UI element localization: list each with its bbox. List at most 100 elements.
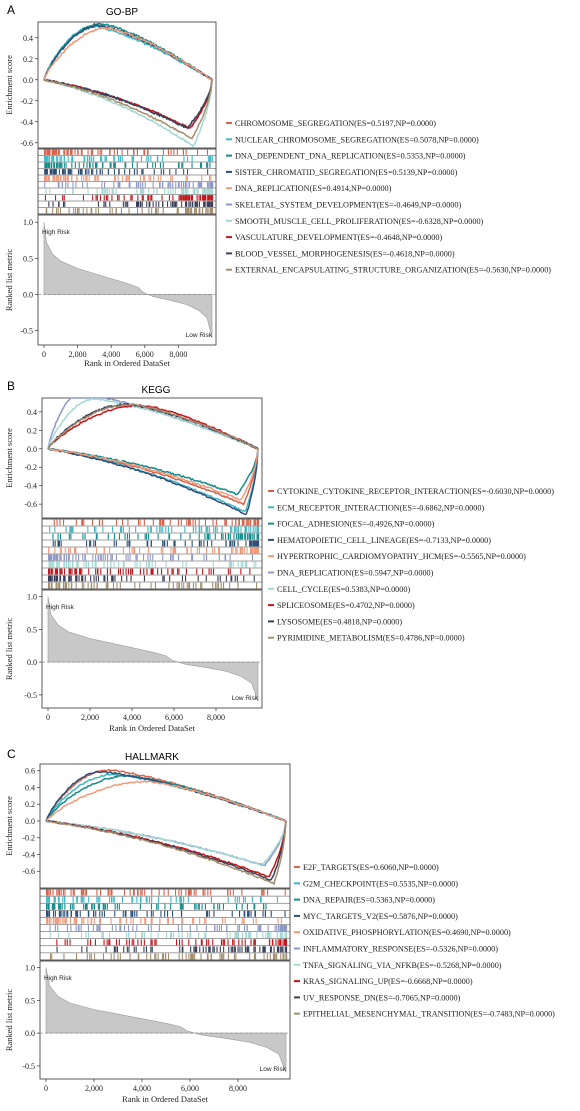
hit-mark: [195, 939, 197, 946]
hit-mark: [212, 939, 214, 946]
hit-mark: [113, 953, 115, 960]
hit-mark: [89, 162, 91, 168]
hit-mark: [172, 918, 174, 924]
hit-mark: [191, 540, 193, 547]
hit-mark: [99, 169, 101, 175]
hit-mark: [185, 953, 187, 960]
hit-mark: [111, 925, 113, 931]
hit-mark: [281, 932, 283, 939]
hit-mark: [50, 169, 52, 175]
hit-mark: [48, 149, 50, 155]
metric-area: [47, 596, 259, 702]
hit-mark: [157, 953, 159, 960]
hit-mark: [231, 575, 233, 582]
hit-mark: [168, 582, 170, 589]
hit-mark: [180, 903, 182, 910]
hit-mark: [281, 925, 283, 931]
hit-mark: [82, 533, 84, 540]
hit-mark: [64, 582, 66, 589]
hit-mark: [54, 575, 56, 582]
hit-mark: [83, 162, 85, 168]
hit-mark: [128, 939, 130, 946]
hit-mark: [105, 188, 107, 194]
hit-mark: [94, 175, 96, 181]
hit-mark: [124, 889, 126, 896]
hit-mark: [262, 910, 264, 917]
hit-mark: [131, 939, 133, 946]
hit-mark: [237, 533, 239, 540]
metric-tick-label: 0.0: [23, 290, 33, 299]
hit-mark: [58, 149, 60, 155]
panel-title: KEGG: [142, 385, 171, 396]
hit-mark: [127, 175, 129, 181]
hit-mark: [62, 201, 64, 207]
hit-mark: [146, 896, 148, 903]
hit-mark: [142, 932, 144, 939]
hit-mark: [208, 939, 210, 946]
legend-label: SPLICEOSOME(ES=0.4702,NP=0.0000): [277, 601, 415, 610]
hit-mark: [124, 533, 126, 540]
hit-mark: [268, 932, 270, 939]
low-risk-label: Low Risk: [186, 332, 213, 339]
hit-mark: [101, 149, 103, 155]
hit-mark: [259, 896, 261, 903]
hit-mark: [186, 582, 188, 589]
es-tick-label: 0.4: [23, 34, 33, 43]
hit-mark: [102, 554, 104, 561]
hit-mark: [249, 533, 251, 540]
legend-label: E2F_TARGETS(ES=0.6060,NP=0.0000): [303, 863, 439, 872]
hit-mark: [205, 946, 207, 953]
legend-item-2: G2M_CHECKPOINT(ES=0.5535,NP=0.0000): [294, 879, 458, 888]
hit-mark: [108, 889, 110, 896]
hit-mark: [238, 519, 240, 526]
hit-mark: [171, 554, 173, 561]
hit-mark: [152, 554, 154, 561]
hit-mark: [71, 156, 73, 162]
hit-mark: [86, 547, 88, 554]
hit-mark: [66, 939, 68, 946]
hit-mark: [54, 896, 56, 903]
hit-mark: [141, 156, 143, 162]
hit-mark: [76, 575, 78, 582]
hit-mark: [76, 918, 78, 924]
hit-row-10: [49, 953, 288, 960]
legend-label: INFLAMMATORY_RESPONSE(ES=-0.5326,NP=0.00…: [303, 945, 498, 954]
hit-mark: [104, 188, 106, 194]
hit-mark: [77, 910, 79, 917]
hit-mark: [92, 554, 94, 561]
panel-title: GO-BP: [106, 7, 139, 18]
legend-label: LYSOSOME(ES=0.4818,NP=0.0000): [277, 617, 402, 626]
legend-item-6: SKELETAL_SYSTEM_DEVELOPMENT(ES=-0.4649,N…: [226, 201, 461, 210]
hit-mark: [238, 932, 240, 939]
hit-mark: [103, 561, 105, 568]
hit-mark: [267, 932, 269, 939]
hit-mark: [143, 932, 145, 939]
hit-mark: [262, 889, 264, 896]
hit-mark: [222, 533, 224, 540]
hit-mark: [87, 918, 89, 924]
hit-mark: [92, 149, 94, 155]
hit-mark: [180, 896, 182, 903]
hit-mark: [150, 939, 152, 946]
hit-row-1: [46, 889, 286, 896]
hit-mark: [284, 932, 286, 939]
hit-mark: [111, 896, 113, 903]
hit-mark: [252, 918, 254, 924]
hit-mark: [269, 939, 271, 946]
hit-mark: [56, 575, 58, 582]
hit-mark: [58, 175, 60, 181]
hit-mark: [146, 201, 148, 207]
hit-mark: [103, 201, 105, 207]
es-axis-label: Enrichment score: [4, 796, 14, 856]
hit-mark: [109, 568, 111, 575]
hit-row-8: [56, 939, 287, 946]
hit-mark: [122, 547, 124, 554]
es-curve-10: [45, 820, 287, 885]
hit-mark: [51, 169, 53, 175]
hit-mark: [212, 946, 214, 953]
hit-mark: [88, 162, 90, 168]
hit-mark: [83, 903, 85, 910]
hit-mark: [116, 946, 118, 953]
es-curve-10: [43, 79, 213, 140]
hit-mark: [165, 953, 167, 960]
